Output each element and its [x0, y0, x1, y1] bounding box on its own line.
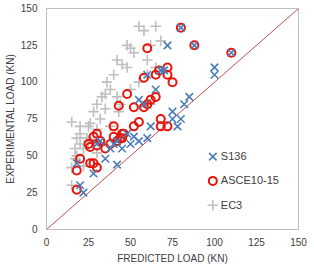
svg-text:150: 150 — [21, 3, 38, 14]
svg-text:50: 50 — [26, 150, 38, 161]
svg-text:125: 125 — [248, 237, 265, 248]
svg-text:100: 100 — [21, 76, 38, 87]
svg-text:ASCE10-15: ASCE10-15 — [221, 174, 279, 186]
svg-text:100: 100 — [206, 237, 223, 248]
svg-text:EXPERIMENTAL LOAD (KN): EXPERIMENTAL LOAD (KN) — [5, 54, 16, 183]
svg-text:50: 50 — [125, 237, 137, 248]
svg-text:FREDICTED LOAD (KN): FREDICTED LOAD (KN) — [117, 253, 228, 264]
svg-text:0: 0 — [44, 237, 50, 248]
svg-text:0: 0 — [32, 224, 38, 235]
svg-text:25: 25 — [26, 187, 38, 198]
svg-text:75: 75 — [26, 113, 38, 124]
svg-text:125: 125 — [21, 40, 38, 51]
svg-text:S136: S136 — [221, 150, 247, 162]
svg-text:25: 25 — [83, 237, 95, 248]
svg-text:75: 75 — [167, 237, 179, 248]
svg-text:150: 150 — [290, 237, 307, 248]
svg-text:EC3: EC3 — [221, 199, 242, 211]
